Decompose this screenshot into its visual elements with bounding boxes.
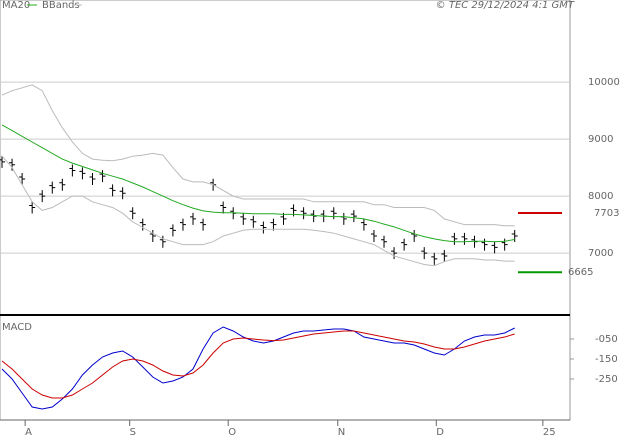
legend-bbands: BBands <box>42 0 80 11</box>
price-bar <box>19 173 26 186</box>
price-bar <box>49 181 56 194</box>
price-bar <box>381 235 388 248</box>
price-bar <box>159 235 166 248</box>
x-tick-label: O <box>228 427 236 438</box>
band-line <box>1 84 515 227</box>
price-bar <box>139 218 146 231</box>
price-bar <box>220 201 227 214</box>
x-tick-label: D <box>436 427 444 438</box>
price-bar <box>79 167 86 180</box>
y-tick-label: 9000 <box>588 134 613 145</box>
price-bar <box>200 218 207 231</box>
price-bar <box>39 190 46 203</box>
price-bar <box>149 230 156 243</box>
ma-line <box>1 124 515 243</box>
price-bar <box>471 235 478 248</box>
y-tick-label: 8000 <box>588 191 613 202</box>
price-bar <box>190 212 197 225</box>
price-bar <box>0 155 6 168</box>
price-bar <box>330 207 337 220</box>
price-bar <box>69 164 76 177</box>
y-tick-label: -050 <box>595 334 618 345</box>
price-bar <box>240 212 247 225</box>
level-label: 6665 <box>568 267 593 278</box>
y-tick-label: -150 <box>595 354 618 365</box>
price-bar <box>511 230 518 243</box>
price-bar <box>129 207 136 220</box>
legend-ma: MA20 <box>2 0 30 11</box>
price-bar <box>461 232 468 245</box>
price-bar <box>29 201 36 214</box>
copyright: © TEC 29/12/2024 4:1 GMT <box>436 0 575 11</box>
price-bar <box>401 238 408 251</box>
x-tick-label: N <box>338 427 345 438</box>
price-bar <box>300 207 307 220</box>
price-bar <box>179 218 186 231</box>
level-label: 7703 <box>594 208 619 219</box>
price-bar <box>119 187 126 200</box>
macd-line <box>1 330 515 399</box>
price-bar <box>59 178 66 191</box>
y-tick-label: -250 <box>595 374 618 385</box>
y-tick-label: 10000 <box>588 77 620 88</box>
plot-frame <box>0 0 571 421</box>
price-bar <box>481 238 488 251</box>
price-bar <box>169 224 176 237</box>
macd-title: MACD <box>2 322 32 333</box>
price-bar <box>89 173 96 186</box>
price-bar <box>441 249 448 262</box>
price-bar <box>491 241 498 254</box>
price-bar <box>360 218 367 231</box>
macd-line <box>1 326 515 410</box>
price-bar <box>9 158 16 171</box>
price-bar <box>250 215 257 228</box>
price-bar <box>260 221 267 234</box>
x-tick-label: 25 <box>543 427 556 438</box>
price-bar <box>501 238 508 251</box>
price-bar <box>431 252 438 265</box>
price-bar <box>280 212 287 225</box>
x-tick-label: A <box>25 427 32 438</box>
price-bar <box>350 210 357 223</box>
price-bar <box>370 230 377 243</box>
price-bar <box>99 170 106 183</box>
y-tick-label: 7000 <box>588 248 613 259</box>
price-bar <box>109 184 116 197</box>
price-bar <box>270 218 277 231</box>
price-bar <box>451 232 458 245</box>
x-tick-label: S <box>130 427 136 438</box>
price-bar <box>391 247 398 260</box>
band-line <box>1 155 515 267</box>
price-bar <box>421 247 428 260</box>
